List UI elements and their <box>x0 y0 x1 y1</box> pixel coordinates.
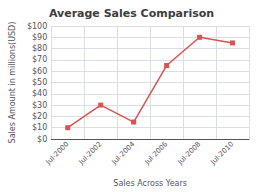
svg-text:Jul-2000: Jul-2000 <box>44 140 71 167</box>
svg-text:$20: $20 <box>32 112 47 121</box>
svg-text:$10: $10 <box>32 123 47 132</box>
svg-text:$100: $100 <box>27 22 47 31</box>
svg-text:$30: $30 <box>32 101 47 110</box>
svg-text:$50: $50 <box>32 78 47 87</box>
svg-text:$60: $60 <box>32 67 47 76</box>
svg-text:$40: $40 <box>32 89 47 98</box>
svg-text:Sales Across Years: Sales Across Years <box>113 179 187 188</box>
svg-text:$90: $90 <box>32 33 47 42</box>
svg-text:Sales Amount in millions(USD): Sales Amount in millions(USD) <box>8 22 17 144</box>
svg-text:$80: $80 <box>32 44 47 53</box>
svg-text:Jul-2002: Jul-2002 <box>77 140 104 167</box>
svg-text:Average Sales Comparison: Average Sales Comparison <box>49 7 214 20</box>
svg-text:$0: $0 <box>37 135 47 144</box>
svg-text:$70: $70 <box>32 55 47 64</box>
svg-text:Jul-2006: Jul-2006 <box>143 140 170 167</box>
svg-text:Jul-2004: Jul-2004 <box>110 140 137 167</box>
svg-text:Jul-2008: Jul-2008 <box>176 140 203 167</box>
svg-text:Jul-2010: Jul-2010 <box>209 140 236 167</box>
